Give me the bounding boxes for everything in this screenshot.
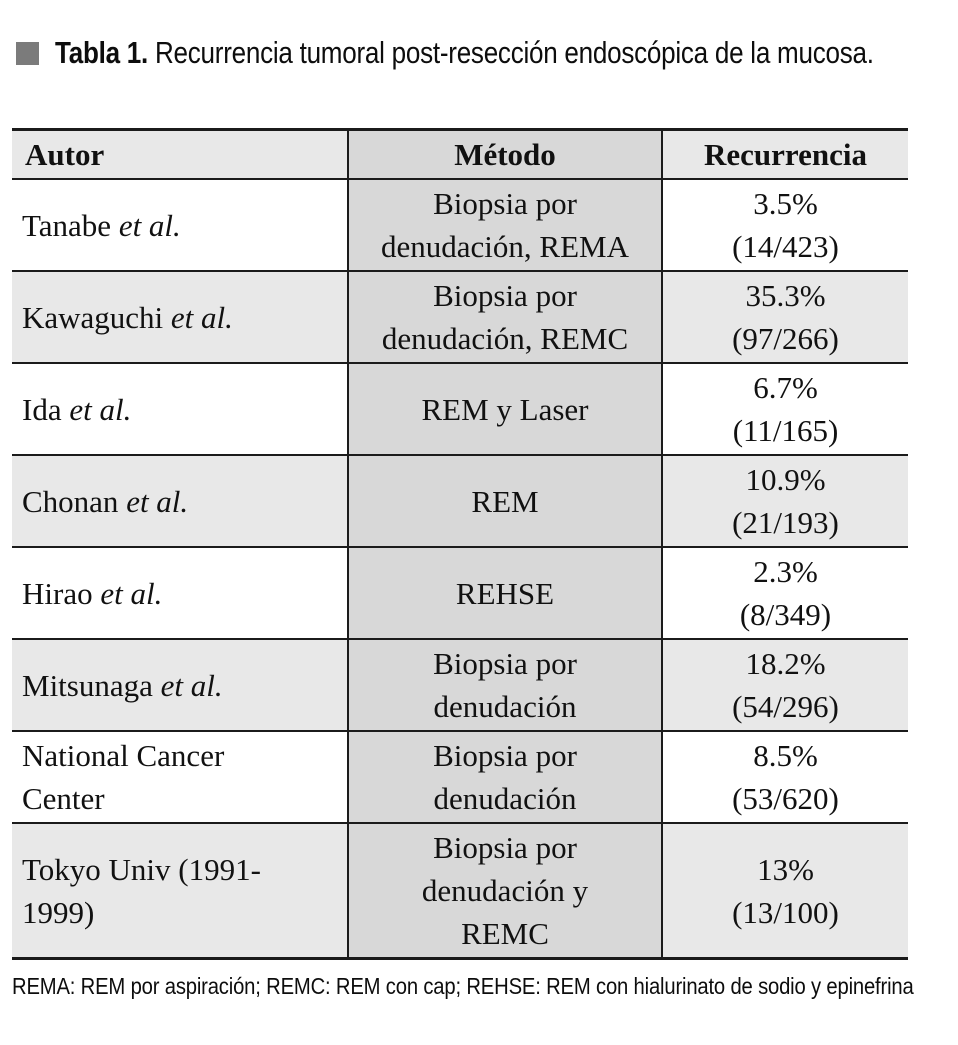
method-cell: REM — [347, 455, 663, 547]
author-cell: Tokyo Univ (1991- 1999) — [12, 823, 348, 959]
author-cell: Hirao et al. — [12, 547, 348, 639]
table-row: Chonan et al. REM 10.9% (21/193) — [12, 455, 908, 547]
author-cell: Kawaguchi et al. — [12, 271, 348, 363]
author-name: Tokyo Univ (1991- 1999) — [22, 851, 261, 930]
table-row: Ida et al. REM y Laser 6.7% (11/165) — [12, 363, 908, 455]
recurrence-cell: 13% (13/100) — [662, 823, 908, 959]
recurrence-cell: 3.5% (14/423) — [662, 179, 908, 271]
column-header-autor: Autor — [12, 129, 348, 179]
table-header-row: Autor Método Recurrencia — [12, 129, 908, 179]
recurrence-cell: 2.3% (8/349) — [662, 547, 908, 639]
author-name: Hirao — [22, 575, 101, 611]
table-title-caption: Recurrencia tumoral post-resección endos… — [148, 35, 874, 70]
recurrence-cell: 35.3% (97/266) — [662, 271, 908, 363]
column-header-recurrencia: Recurrencia — [662, 129, 908, 179]
table-row: Tanabe et al. Biopsia por denudación, RE… — [12, 179, 908, 271]
table-title-label: Tabla 1. — [55, 35, 149, 70]
table-title: Tabla 1. Recurrencia tumoral post-resecc… — [16, 35, 958, 71]
author-cell: Tanabe et al. — [12, 179, 348, 271]
table-row: National Cancer Center Biopsia por denud… — [12, 731, 908, 823]
author-etal: et al. — [118, 207, 181, 243]
table-row: Mitsunaga et al. Biopsia por denudación … — [12, 639, 908, 731]
author-name: Kawaguchi — [22, 299, 171, 335]
column-header-metodo: Método — [347, 129, 663, 179]
recurrence-cell: 8.5% (53/620) — [662, 731, 908, 823]
author-name: National Cancer Center — [22, 738, 225, 816]
author-name: Mitsunaga — [22, 667, 161, 703]
author-name: Chonan — [22, 483, 127, 519]
method-cell: Biopsia por denudación, REMC — [347, 271, 663, 363]
author-etal: et al. — [69, 391, 132, 427]
footnote: REMA: REM por aspiración; REMC: REM con … — [12, 973, 914, 999]
table-row: Hirao et al. REHSE 2.3% (8/349) — [12, 547, 908, 639]
author-cell: Chonan et al. — [12, 455, 348, 547]
author-name: Ida — [22, 391, 70, 427]
author-etal: et al. — [170, 299, 233, 335]
author-etal: et al. — [100, 575, 163, 611]
method-cell: Biopsia por denudación — [347, 731, 663, 823]
author-cell: National Cancer Center — [12, 731, 348, 823]
author-etal: et al. — [126, 483, 189, 519]
method-cell: Biopsia por denudación y REMC — [347, 823, 663, 959]
method-cell: REHSE — [347, 547, 663, 639]
author-cell: Ida et al. — [12, 363, 348, 455]
method-cell: Biopsia por denudación — [347, 639, 663, 731]
author-name: Tanabe — [22, 207, 119, 243]
recurrence-table: Autor Método Recurrencia Tanabe et al. B… — [12, 128, 908, 960]
table-row: Tokyo Univ (1991- 1999) Biopsia por denu… — [12, 823, 908, 959]
recurrence-cell: 10.9% (21/193) — [662, 455, 908, 547]
recurrence-cell: 18.2% (54/296) — [662, 639, 908, 731]
recurrence-cell: 6.7% (11/165) — [662, 363, 908, 455]
author-etal: et al. — [160, 667, 223, 703]
method-cell: Biopsia por denudación, REMA — [347, 179, 663, 271]
title-square-icon — [16, 41, 39, 65]
author-cell: Mitsunaga et al. — [12, 639, 348, 731]
table-row: Kawaguchi et al. Biopsia por denudación,… — [12, 271, 908, 363]
table-title-text: Tabla 1. Recurrencia tumoral post-resecc… — [55, 35, 874, 71]
method-cell: REM y Laser — [347, 363, 663, 455]
